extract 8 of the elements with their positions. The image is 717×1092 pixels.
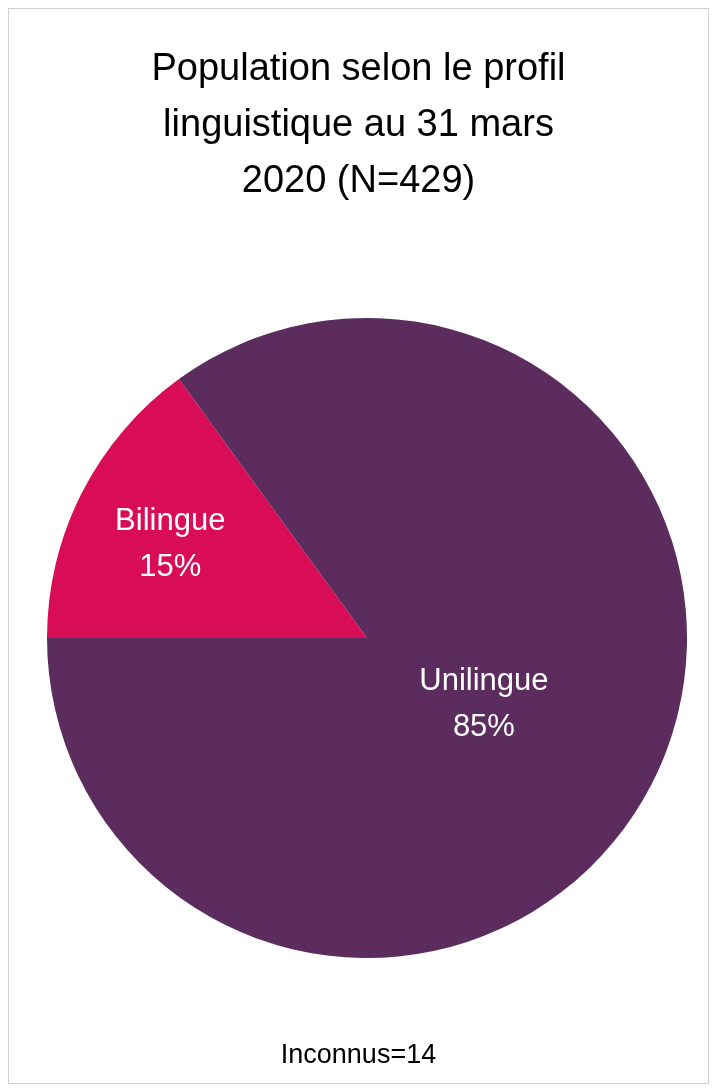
slice-label: Unilingue	[419, 661, 549, 697]
pie-slice	[47, 379, 367, 638]
chart-title: Population selon le profil linguistique au 31 mars 2020 (N=429)	[150, 45, 567, 202]
data-label: 85%	[452, 707, 515, 743]
text: Inconnus=14	[279, 1039, 438, 1070]
data-label: 15%	[139, 547, 202, 583]
pie-slice	[47, 318, 687, 958]
slice-label: Bilingue	[115, 501, 226, 537]
